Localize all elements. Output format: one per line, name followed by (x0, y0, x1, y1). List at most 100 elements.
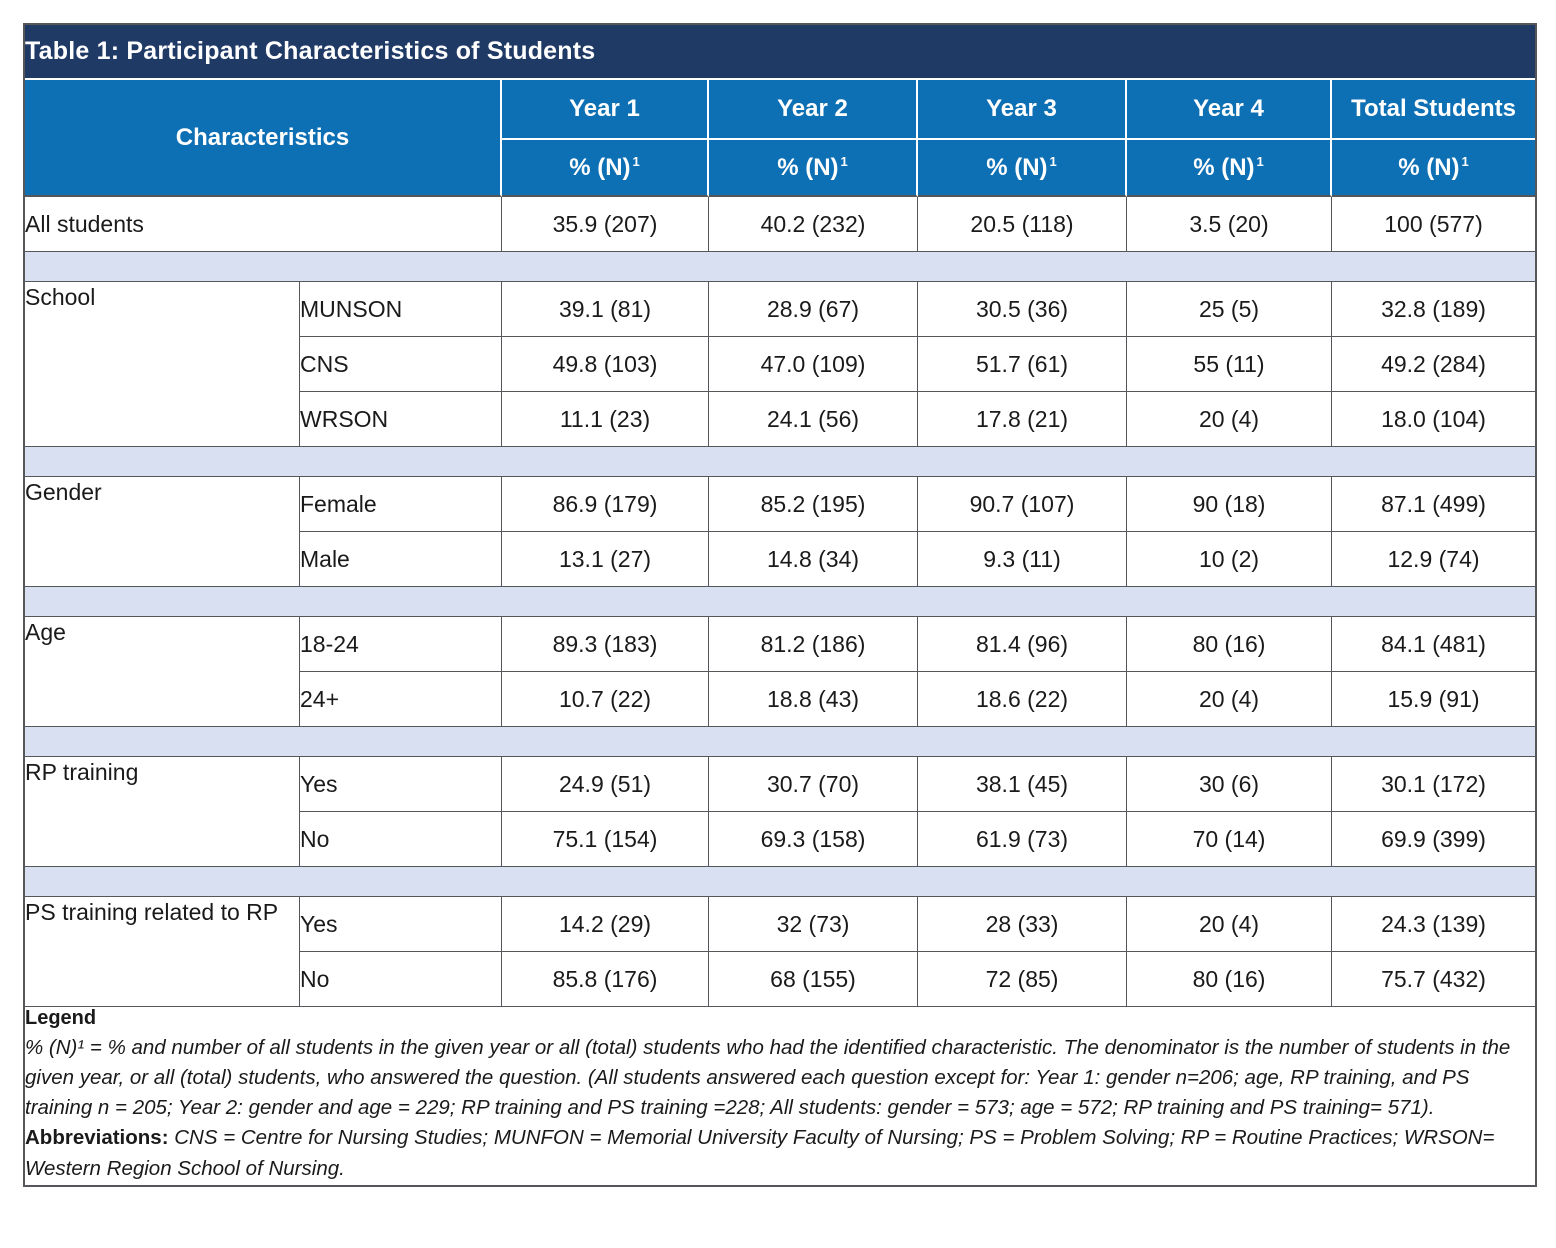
value-cell: 14.8 (34) (709, 532, 918, 587)
footnote-marker: 1 (632, 153, 640, 169)
value-cell: 85.8 (176) (502, 952, 709, 1007)
legend-abbreviations: Abbreviations: CNS = Centre for Nursing … (25, 1123, 1535, 1183)
footnote-marker: 1 (1256, 153, 1264, 169)
col-header-year3: Year 3 (918, 80, 1127, 140)
spacer-row (25, 867, 1536, 897)
col-header-year2: Year 2 (709, 80, 918, 140)
section-label-gender: Gender (25, 477, 300, 587)
value-cell: 18.0 (104) (1332, 392, 1536, 447)
section-label-school: School (25, 282, 300, 447)
table-row-gender-male: Male 13.1 (27) 14.8 (34) 9.3 (11) 10 (2)… (25, 532, 1536, 587)
spacer-row (25, 447, 1536, 477)
table-title-row: Table 1: Participant Characteristics of … (25, 25, 1536, 80)
spacer-cell (25, 727, 1536, 757)
value-cell: 28 (33) (918, 897, 1127, 952)
spacer-cell (25, 867, 1536, 897)
value-cell: 13.1 (27) (502, 532, 709, 587)
subheader-percent-n: % (N) 1 (709, 140, 918, 197)
value-cell: 72 (85) (918, 952, 1127, 1007)
value-cell: 15.9 (91) (1332, 672, 1536, 727)
value-cell: 18.6 (22) (918, 672, 1127, 727)
value-cell: 68 (155) (709, 952, 918, 1007)
value-cell: 24.9 (51) (502, 757, 709, 812)
subheader-percent-n: % (N) 1 (918, 140, 1127, 197)
footnote-marker: 1 (840, 153, 848, 169)
subcategory-label: 24+ (300, 672, 502, 727)
value-cell: 47.0 (109) (709, 337, 918, 392)
value-cell: 86.9 (179) (502, 477, 709, 532)
percent-n-label: % (N) (569, 153, 631, 181)
table-row-rp-training-no: No 75.1 (154) 69.3 (158) 61.9 (73) 70 (1… (25, 812, 1536, 867)
value-cell: 80 (16) (1127, 952, 1332, 1007)
value-cell: 69.9 (399) (1332, 812, 1536, 867)
footnote-marker: 1 (1461, 153, 1469, 169)
value-cell: 30.7 (70) (709, 757, 918, 812)
value-cell: 69.3 (158) (709, 812, 918, 867)
value-cell: 28.9 (67) (709, 282, 918, 337)
subcategory-label: No (300, 952, 502, 1007)
spacer-row (25, 727, 1536, 757)
value-cell: 20 (4) (1127, 672, 1332, 727)
value-cell: 25 (5) (1127, 282, 1332, 337)
legend-block: Legend % (N)¹ = % and number of all stud… (25, 1007, 1536, 1185)
value-cell: 51.7 (61) (918, 337, 1127, 392)
subheader-percent-n: % (N) 1 (502, 140, 709, 197)
value-cell: 17.8 (21) (918, 392, 1127, 447)
value-cell: 39.1 (81) (502, 282, 709, 337)
value-cell: 35.9 (207) (502, 197, 709, 252)
value-cell: 84.1 (481) (1332, 617, 1536, 672)
value-cell: 80 (16) (1127, 617, 1332, 672)
section-label-age: Age (25, 617, 300, 727)
abbreviations-label: Abbreviations: (25, 1126, 169, 1150)
subcategory-label: MUNSON (300, 282, 502, 337)
col-header-year4: Year 4 (1127, 80, 1332, 140)
value-cell: 24.1 (56) (709, 392, 918, 447)
value-cell: 81.2 (186) (709, 617, 918, 672)
footnote-marker: 1 (1049, 153, 1057, 169)
value-cell: 89.3 (183) (502, 617, 709, 672)
row-label: All students (25, 197, 502, 252)
section-label-ps-training: PS training related to RP (25, 897, 300, 1007)
col-header-characteristics: Characteristics (25, 80, 502, 197)
table-row-age-24plus: 24+ 10.7 (22) 18.8 (43) 18.6 (22) 20 (4)… (25, 672, 1536, 727)
percent-n-label: % (N) (986, 153, 1048, 181)
value-cell: 87.1 (499) (1332, 477, 1536, 532)
value-cell: 20 (4) (1127, 897, 1332, 952)
value-cell: 100 (577) (1332, 197, 1536, 252)
value-cell: 55 (11) (1127, 337, 1332, 392)
value-cell: 10.7 (22) (502, 672, 709, 727)
value-cell: 9.3 (11) (918, 532, 1127, 587)
abbreviations-text: CNS = Centre for Nursing Studies; MUNFON… (25, 1126, 1495, 1180)
spacer-cell (25, 447, 1536, 477)
table-row-rp-training-yes: RP training Yes 24.9 (51) 30.7 (70) 38.1… (25, 757, 1536, 867)
table-row-gender-female: Gender Female 86.9 (179) 85.2 (195) 90.7… (25, 477, 1536, 587)
table-row-school-wrson: WRSON 11.1 (23) 24.1 (56) 17.8 (21) 20 (… (25, 392, 1536, 447)
value-cell: 18.8 (43) (709, 672, 918, 727)
subcategory-label: Yes (300, 897, 502, 952)
value-cell: 14.2 (29) (502, 897, 709, 952)
subcategory-label: Female (300, 477, 502, 532)
subheader-percent-n: % (N) 1 (1127, 140, 1332, 197)
col-header-year1: Year 1 (502, 80, 709, 140)
subcategory-label: WRSON (300, 392, 502, 447)
value-cell: 32 (73) (709, 897, 918, 952)
subheader-percent-n: % (N) 1 (1332, 140, 1536, 197)
table-title: Table 1: Participant Characteristics of … (25, 25, 1536, 80)
spacer-cell (25, 587, 1536, 617)
col-header-total-students: Total Students (1332, 80, 1536, 140)
legend-row: Legend % (N)¹ = % and number of all stud… (25, 1007, 1536, 1185)
value-cell: 75.7 (432) (1332, 952, 1536, 1007)
value-cell: 75.1 (154) (502, 812, 709, 867)
spacer-row (25, 587, 1536, 617)
subcategory-label: Male (300, 532, 502, 587)
value-cell: 38.1 (45) (918, 757, 1127, 812)
percent-n-label: % (N) (1398, 153, 1460, 181)
percent-n-label: % (N) (777, 153, 839, 181)
value-cell: 12.9 (74) (1332, 532, 1536, 587)
value-cell: 11.1 (23) (502, 392, 709, 447)
value-cell: 30.5 (36) (918, 282, 1127, 337)
table-row-ps-training-yes: PS training related to RP Yes 14.2 (29) … (25, 897, 1536, 1007)
value-cell: 49.2 (284) (1332, 337, 1536, 392)
table-row-ps-training-no: No 85.8 (176) 68 (155) 72 (85) 80 (16) 7… (25, 952, 1536, 1007)
subcategory-label: CNS (300, 337, 502, 392)
